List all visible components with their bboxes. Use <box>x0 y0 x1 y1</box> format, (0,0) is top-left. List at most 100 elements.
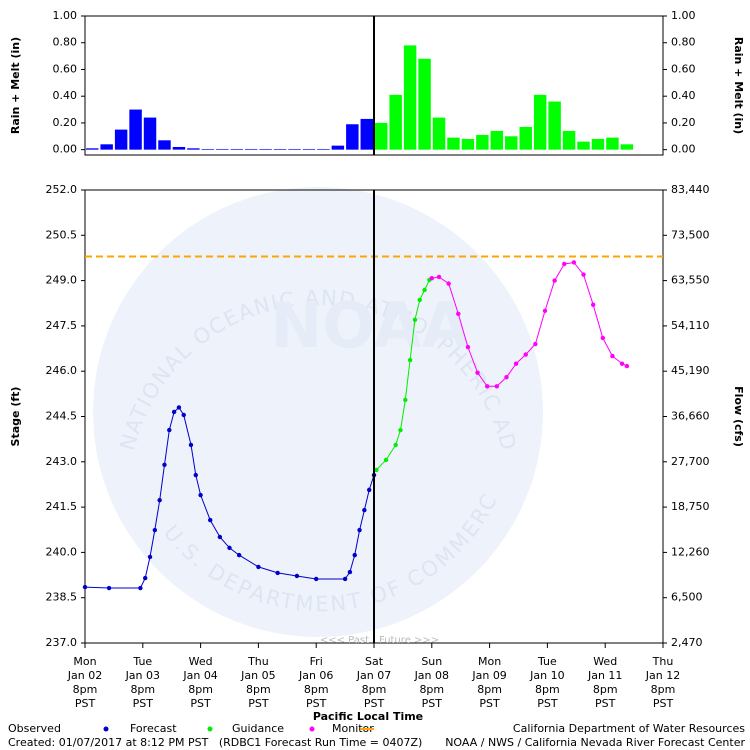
stage-point <box>362 507 367 513</box>
x-tick-label: 8pm <box>304 683 329 696</box>
stage-point <box>217 534 223 540</box>
legend-monitor: Monitor <box>332 722 374 735</box>
precip-bar <box>317 148 330 150</box>
y-tick-label: 0.00 <box>53 143 78 156</box>
precip-bar <box>288 148 301 150</box>
y-tick-label: 247.5 <box>46 319 78 332</box>
stage-point <box>383 457 389 463</box>
precip-bar <box>216 148 229 150</box>
stage-point <box>347 569 353 575</box>
future-label: Future >>> <box>379 635 439 646</box>
precip-bar <box>346 124 359 150</box>
precip-bar <box>620 144 634 150</box>
x-tick-label: Jan 11 <box>587 669 622 682</box>
x-tick-label: Wed <box>593 655 617 668</box>
y2-tick-label: 63,550 <box>671 274 710 287</box>
x-tick-label: Sat <box>365 655 384 668</box>
x-axis-label: Pacific Local Time <box>313 710 423 723</box>
stage-point <box>162 462 167 468</box>
stage-point <box>422 287 427 293</box>
y-tick-label: 250.5 <box>46 228 78 241</box>
precip-bar <box>129 109 142 150</box>
y-tick-label-right: 0.00 <box>671 143 696 156</box>
precip-bar <box>143 117 157 150</box>
precip-bar <box>606 137 619 150</box>
x-tick-label: Jan 07 <box>356 669 391 682</box>
precip-bar <box>505 136 518 150</box>
x-tick-label: Sun <box>421 655 442 668</box>
precip-bar <box>533 94 547 150</box>
x-tick-label: PST <box>595 697 616 710</box>
y-tick-label-right: 0.60 <box>671 62 696 75</box>
stage-point <box>494 384 500 389</box>
stage-point <box>147 554 153 560</box>
stage-point <box>227 545 232 551</box>
y2-tick-label: 36,660 <box>671 410 710 423</box>
y2-tick-label: 18,750 <box>671 500 710 513</box>
precip-bar <box>461 138 475 150</box>
y-tick-label: 246.0 <box>46 364 78 377</box>
stage-point <box>417 297 422 303</box>
stage-point <box>342 576 348 582</box>
stage-point <box>106 585 112 591</box>
x-tick-label: Mon <box>73 655 96 668</box>
y-tick-label: 0.60 <box>53 62 78 75</box>
stage-point <box>352 552 357 558</box>
x-tick-label: PST <box>653 697 674 710</box>
y-tick-label-right: 0.40 <box>671 89 696 102</box>
x-tick-label: 8pm <box>651 683 676 696</box>
precip-bar <box>302 148 316 150</box>
x-tick-label: PST <box>422 697 443 710</box>
x-tick-label: 8pm <box>419 683 444 696</box>
y-tick-label-right: 1.00 <box>671 9 696 22</box>
x-tick-label: Jan 12 <box>645 669 680 682</box>
precip-bar <box>114 129 128 150</box>
x-tick-label: 8pm <box>130 683 155 696</box>
precip-bar <box>447 137 460 150</box>
footer-created: Created: 01/07/2017 at 8:12 PM PST (RDBC… <box>8 736 422 749</box>
x-tick-label: 8pm <box>73 683 98 696</box>
precip-bar <box>403 45 417 150</box>
precip-bar <box>86 148 99 150</box>
stage-point <box>581 272 586 277</box>
y-tick-label: 252.0 <box>46 183 78 196</box>
x-tick-label: 8pm <box>362 683 387 696</box>
y-tick-label: 0.20 <box>53 116 78 129</box>
stage-point <box>624 363 630 369</box>
x-tick-label: Tue <box>132 655 152 668</box>
precip-bar <box>389 94 402 150</box>
y-tick-label: 238.5 <box>46 591 78 604</box>
stage-point <box>143 575 148 581</box>
stage-point <box>542 308 548 313</box>
precip-bar <box>548 101 561 150</box>
stage-point <box>504 375 509 380</box>
precip-bar <box>158 140 171 150</box>
x-tick-label: Jan 04 <box>182 669 217 682</box>
stage-point <box>357 527 362 533</box>
stage-point <box>407 357 413 363</box>
x-tick-label: Thu <box>247 655 269 668</box>
stage-point <box>456 311 461 317</box>
legend-forecast: Forecast <box>130 722 177 735</box>
x-tick-label: Fri <box>310 655 323 668</box>
precip-bar <box>490 130 504 150</box>
stage-point <box>590 302 596 307</box>
stage-line <box>84 406 375 589</box>
y2-tick-label: 2,470 <box>671 636 703 649</box>
stage-point <box>152 527 158 533</box>
x-tick-label: PST <box>190 697 211 710</box>
x-tick-label: 8pm <box>188 683 213 696</box>
stage-point <box>619 361 625 366</box>
y-tick-label: 243.0 <box>46 455 78 468</box>
stage-point <box>610 353 615 359</box>
y-axis-label: Rain + Melt (in) <box>9 37 22 134</box>
x-tick-label: 8pm <box>535 683 560 696</box>
stage-point <box>366 487 372 493</box>
precip-bar <box>273 148 287 150</box>
legend-observed: Observed <box>8 722 61 735</box>
y2-tick-label: 83,440 <box>671 183 710 196</box>
y-tick-label: 241.5 <box>46 500 78 513</box>
x-tick-label: Jan 05 <box>240 669 275 682</box>
stage-point <box>176 405 182 410</box>
